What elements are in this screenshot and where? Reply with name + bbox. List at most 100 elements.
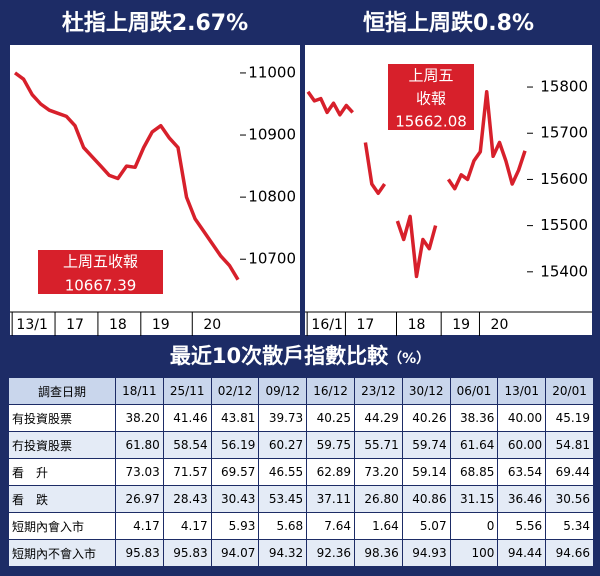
table-cell: 63.54 (497, 458, 547, 486)
table-cell: 95.83 (162, 539, 212, 567)
y-tick-label: 15500 (540, 216, 588, 234)
table-cell: 71.57 (162, 458, 212, 486)
y-tick-label: 10800 (248, 188, 296, 206)
x-tick-label: 20 (491, 317, 509, 333)
table-cell: 38.36 (449, 404, 499, 432)
charts: 杜指上周跌2.67% 11000 10900 10800 10700 13/1 17 18 19… (10, 10, 592, 336)
table-row: 看 升 73.03 71.57 69.57 46.55 62.89 73.20 59.14 68… (8, 458, 594, 486)
table-cell: 40.86 (401, 485, 451, 513)
table-cell: 30.43 (210, 485, 260, 513)
table-title: 最近10次散戶指數比較（%） (0, 340, 600, 370)
table-cell: 40.25 (306, 404, 355, 432)
y-tick-label: 15600 (540, 170, 588, 188)
table-cell: 95.83 (115, 539, 164, 567)
table-cell: 5.34 (545, 512, 594, 540)
annotation: 收報 (416, 90, 446, 108)
table-cell: 59.74 (401, 431, 451, 459)
table-cell: 30.56 (545, 485, 594, 513)
table-cell: 94.66 (545, 539, 594, 567)
table-row: 看 跌 26.97 28.43 30.43 53.45 37.11 26.80 40.86 31… (8, 485, 594, 513)
table-cell: 73.20 (353, 458, 403, 486)
y-tick-label: 11000 (248, 63, 296, 81)
table-row: 短期內會入市 4.17 4.17 5.93 5.68 7.64 1.64 5.07 0 5.56 5… (8, 512, 594, 540)
table-row: 調查日期 18/11 25/11 02/12 09/12 16/12 23/12 30/12 0… (8, 377, 594, 405)
table-cell: 69.44 (545, 458, 594, 486)
table-cell: 7.64 (306, 512, 355, 540)
table-cell: 58.54 (162, 431, 212, 459)
table-row: 有投資股票 38.20 41.46 43.81 39.73 40.25 44.29 40.26… (8, 404, 594, 432)
table-cell: 28.43 (162, 485, 212, 513)
table-cell: 100 (449, 539, 499, 567)
table-cell: 5.68 (258, 512, 308, 540)
table-cell: 56.19 (210, 431, 260, 459)
table-cell: 94.44 (497, 539, 547, 567)
table-cell: 60.27 (258, 431, 308, 459)
table-row: 冇投資股票 61.80 58.54 56.19 60.27 59.75 55.71 59.74… (8, 431, 594, 459)
x-tick-label: 19 (152, 317, 170, 333)
table-row: 短期內不會入市 95.83 95.83 94.07 94.32 92.36 98.36 94.… (8, 539, 594, 567)
table-cell: 短期內會入市 (8, 512, 116, 540)
table-cell: 看 升 (8, 458, 116, 486)
table-cell: 看 跌 (8, 485, 116, 513)
table-cell: 40.00 (497, 404, 547, 432)
table-cell: 0 (449, 512, 499, 540)
x-tick-label: 18 (109, 317, 127, 333)
table-cell: 61.64 (449, 431, 499, 459)
table-cell: 23/12 (353, 377, 403, 405)
table-cell: 46.55 (258, 458, 308, 486)
table-cell: 5.56 (497, 512, 547, 540)
chart-title: 杜指上周跌2.67% (62, 11, 248, 36)
table-cell: 45.19 (545, 404, 594, 432)
table-cell: 26.80 (353, 485, 403, 513)
table-cell: 38.20 (115, 404, 164, 432)
table-cell: 94.32 (258, 539, 308, 567)
table-cell: 55.71 (353, 431, 403, 459)
table-cell: 37.11 (306, 485, 355, 513)
table-cell: 09/12 (258, 377, 308, 405)
line (13, 71, 240, 281)
y-tick-label: 10900 (248, 126, 296, 144)
table-cell: 31.15 (449, 485, 499, 513)
table-cell: 44.29 (353, 404, 403, 432)
table-cell: 18/11 (115, 377, 164, 405)
table-cell: 13/01 (497, 377, 547, 405)
y-tick-label: 15800 (540, 78, 588, 96)
y-tick-label: 10700 (248, 250, 296, 268)
table-cell: 36.46 (497, 485, 547, 513)
table-cell: 06/01 (449, 377, 499, 405)
table-cell: 98.36 (353, 539, 403, 567)
table-cell: 40.26 (401, 404, 451, 432)
annotation: 10667.39 (65, 277, 137, 295)
table-cell: 41.46 (162, 404, 212, 432)
table-cell: 59.75 (306, 431, 355, 459)
table-cell: 60.00 (497, 431, 547, 459)
table-cell: 4.17 (115, 512, 164, 540)
x-tick-label: 13/1 (16, 317, 47, 333)
table-cell: 30/12 (401, 377, 451, 405)
annotation: 上周五收報 (63, 253, 138, 271)
table-cell: 02/12 (210, 377, 260, 405)
x-tick-label: 17 (357, 317, 375, 333)
annotation-box (38, 250, 163, 294)
table-cell: 68.85 (449, 458, 499, 486)
y-tick-label: 15700 (540, 124, 588, 142)
line (306, 89, 527, 279)
table-cell: 冇投資股票 (8, 431, 116, 459)
table-title-text: 最近10次散戶指數比較 (169, 344, 389, 368)
table-cell: 5.07 (401, 512, 451, 540)
table-cell: 94.93 (401, 539, 451, 567)
table-unit: （%） (388, 351, 431, 367)
x-tick-label: 18 (408, 317, 426, 333)
annotation: 上周五 (408, 67, 453, 85)
table-cell: 5.93 (210, 512, 260, 540)
table-cell: 59.14 (401, 458, 451, 486)
table-cell: 20/01 (545, 377, 594, 405)
x-tick-label: 20 (203, 317, 221, 333)
table-cell: 54.81 (545, 431, 594, 459)
x-tick-label: 17 (66, 317, 84, 333)
annotation: 15662.08 (395, 113, 467, 131)
table-cell: 61.80 (115, 431, 164, 459)
table-cell: 25/11 (162, 377, 212, 405)
table-cell: 26.97 (115, 485, 164, 513)
